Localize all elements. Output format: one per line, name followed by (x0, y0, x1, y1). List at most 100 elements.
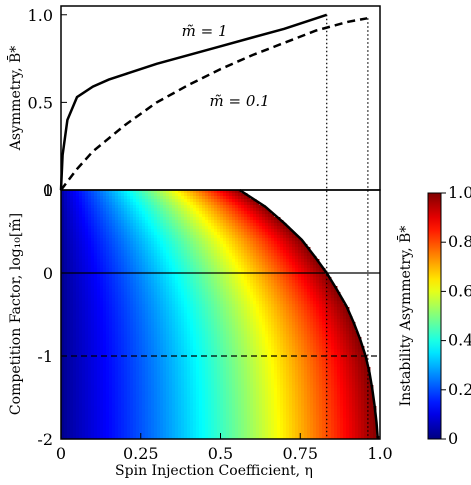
heatmap-cell (262, 349, 266, 353)
heatmap-cell (166, 340, 170, 344)
heatmap-cell (223, 349, 227, 353)
heatmap-cell (286, 352, 290, 356)
heatmap-cell (163, 337, 167, 341)
heatmap-cell (280, 226, 284, 230)
heatmap-cell (79, 193, 83, 197)
heatmap-cell (199, 199, 203, 203)
heatmap-cell (121, 310, 125, 314)
heatmap-cell (94, 193, 98, 197)
heatmap-cell (208, 229, 212, 233)
heatmap-cell (106, 232, 110, 236)
heatmap-cell (259, 346, 263, 350)
heatmap-cell (145, 358, 149, 362)
heatmap-cell (82, 280, 86, 284)
heatmap-cell (70, 229, 74, 233)
heatmap-cell (286, 286, 290, 290)
heatmap-cell (127, 226, 131, 230)
heatmap-cell (235, 283, 239, 287)
heatmap-cell (223, 283, 227, 287)
heatmap-cell (109, 244, 113, 248)
heatmap-cell (193, 295, 197, 299)
heatmap-cell (154, 265, 158, 269)
heatmap-cell (295, 346, 299, 350)
heatmap-cell (265, 274, 269, 278)
heatmap-cell (286, 346, 290, 350)
heatmap-cell (253, 340, 257, 344)
heatmap-cell (97, 199, 101, 203)
heatmap-cell (244, 319, 248, 323)
heatmap-cell (88, 238, 92, 242)
heatmap-cell (67, 238, 71, 242)
heatmap-cell (220, 352, 224, 356)
heatmap-cell (223, 286, 227, 290)
heatmap-cell (307, 313, 311, 317)
heatmap-cell (217, 295, 221, 299)
heatmap-cell (322, 289, 326, 293)
heatmap-cell (229, 355, 233, 359)
heatmap-cell (229, 343, 233, 347)
heatmap-cell (277, 343, 281, 347)
heatmap-cell (67, 199, 71, 203)
heatmap-cell (67, 229, 71, 233)
heatmap-cell (124, 349, 128, 353)
heatmap-cell (244, 247, 248, 251)
heatmap-cell (133, 235, 137, 239)
heatmap-cell (160, 277, 164, 281)
heatmap-cell (67, 322, 71, 326)
heatmap-cell (319, 349, 323, 353)
heatmap-cell (154, 340, 158, 344)
heatmap-cell (76, 244, 80, 248)
heatmap-cell (64, 331, 68, 335)
heatmap-cell (289, 340, 293, 344)
heatmap-cell (277, 298, 281, 302)
heatmap-cell (271, 358, 275, 362)
heatmap-cell (253, 220, 257, 224)
heatmap-cell (304, 250, 308, 254)
heatmap-cell (88, 349, 92, 353)
heatmap-cell (187, 349, 191, 353)
heatmap-cell (61, 256, 65, 260)
heatmap-cell (259, 277, 263, 281)
heatmap-cell (241, 352, 245, 356)
heatmap-cell (175, 247, 179, 251)
heatmap-cell (106, 316, 110, 320)
heatmap-cell (244, 277, 248, 281)
heatmap-cell (148, 352, 152, 356)
heatmap-cell (97, 298, 101, 302)
heatmap-cell (193, 331, 197, 335)
heatmap-cell (232, 205, 236, 209)
heatmap-cell (295, 280, 299, 284)
heatmap-cell (67, 256, 71, 260)
heatmap-cell (100, 253, 104, 257)
heatmap-cell (163, 328, 167, 332)
heatmap-cell (277, 241, 281, 245)
heatmap-cell (295, 319, 299, 323)
heatmap-cell (130, 223, 134, 227)
heatmap-cell (193, 259, 197, 263)
heatmap-cell (199, 337, 203, 341)
heatmap-cell (352, 340, 356, 344)
heatmap-cell (64, 328, 68, 332)
heatmap-cell (298, 280, 302, 284)
heatmap-cell (151, 283, 155, 287)
heatmap-cell (136, 274, 140, 278)
heatmap-cell (238, 358, 242, 362)
heatmap-cell (298, 322, 302, 326)
heatmap-cell (226, 199, 230, 203)
heatmap-cell (82, 286, 86, 290)
heatmap-cell (97, 202, 101, 206)
heatmap-cell (283, 289, 287, 293)
heatmap-cell (121, 235, 125, 239)
heatmap-cell (316, 352, 320, 356)
heatmap-cell (154, 208, 158, 212)
heatmap-cell (181, 328, 185, 332)
heatmap-cell (142, 235, 146, 239)
heatmap-cell (139, 196, 143, 200)
heatmap-cell (160, 319, 164, 323)
heatmap-cell (181, 226, 185, 230)
heatmap-cell (127, 256, 131, 260)
heatmap-cell (157, 307, 161, 311)
heatmap-cell (202, 193, 206, 197)
heatmap-cell (352, 331, 356, 335)
heatmap-cell (286, 334, 290, 338)
